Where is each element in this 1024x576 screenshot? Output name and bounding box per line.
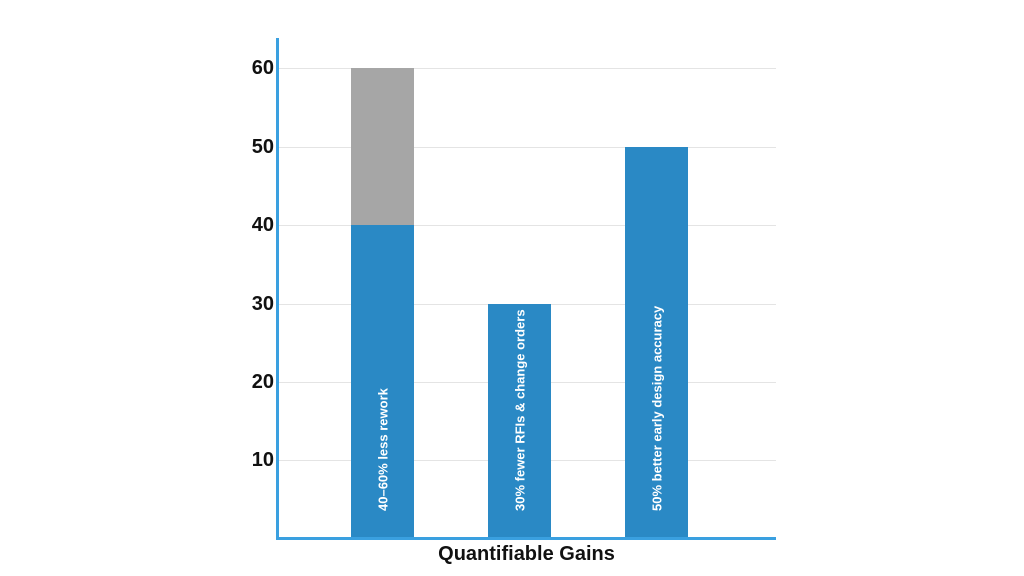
y-tick-40: 40 — [251, 214, 274, 236]
bar-rework: 40–60% less rework — [351, 225, 414, 538]
x-axis — [276, 537, 776, 540]
bar-label-rfis: 30% fewer RFIs & change orders — [512, 309, 527, 511]
bar-range-rework — [351, 68, 414, 225]
x-axis-label: Quantifiable Gains — [438, 543, 615, 565]
y-tick-30: 30 — [251, 293, 274, 315]
y-tick-60: 60 — [251, 57, 274, 79]
y-tick-50: 50 — [251, 136, 274, 158]
bar-label-rework: 40–60% less rework — [375, 388, 390, 511]
bar-rfis: 30% fewer RFIs & change orders — [488, 304, 551, 538]
gridline-50 — [279, 147, 776, 148]
y-tick-10: 10 — [251, 449, 274, 471]
gridline-60 — [279, 68, 776, 69]
y-tick-20: 20 — [251, 371, 274, 393]
bar-design-accuracy: 50% better early design accuracy — [625, 147, 688, 538]
y-axis — [276, 38, 279, 540]
bar-label-design-accuracy: 50% better early design accuracy — [649, 305, 664, 511]
gridline-40 — [279, 225, 776, 226]
